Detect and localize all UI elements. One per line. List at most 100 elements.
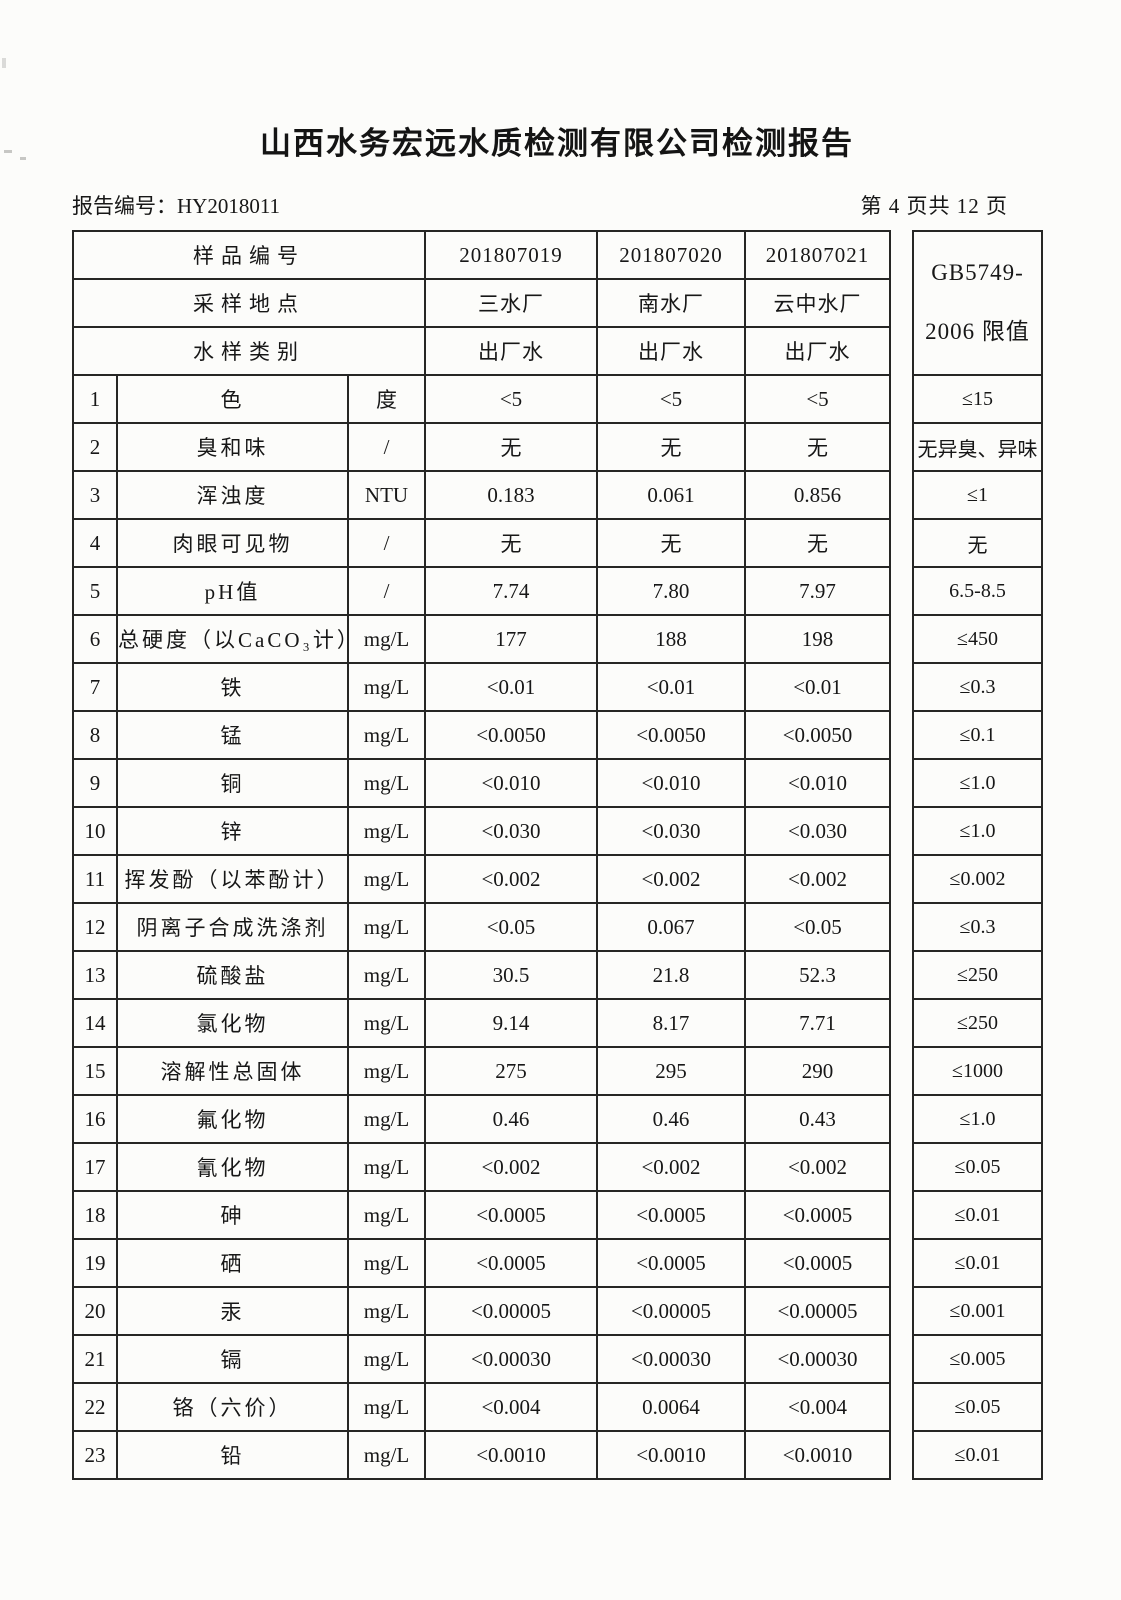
param-unit: mg/L bbox=[347, 1430, 426, 1480]
scan-artifact bbox=[4, 150, 12, 153]
value-sample1: 无 bbox=[424, 422, 598, 472]
limit-value: ≤0.001 bbox=[914, 1288, 1041, 1336]
row-number: 2 bbox=[72, 422, 118, 472]
value-sample1: <0.00005 bbox=[424, 1286, 598, 1336]
param-name: 镉 bbox=[116, 1334, 349, 1384]
value-sample1: <0.01 bbox=[424, 662, 598, 712]
table-row: 6 总硬度（以CaCO₃计） mg/L 177 188 198 bbox=[72, 614, 891, 664]
value-sample2: 295 bbox=[596, 1046, 746, 1096]
value-sample2: <0.002 bbox=[596, 1142, 746, 1192]
param-name: 砷 bbox=[116, 1190, 349, 1240]
value-sample2: <0.00030 bbox=[596, 1334, 746, 1384]
sample-id-3: 201807021 bbox=[744, 230, 891, 280]
header-row-sample-type: 水样类别 出厂水 出厂水 出厂水 bbox=[72, 326, 891, 376]
param-name: 氟化物 bbox=[116, 1094, 349, 1144]
param-unit: mg/L bbox=[347, 614, 426, 664]
param-name: 溶解性总固体 bbox=[116, 1046, 349, 1096]
value-sample3: <0.002 bbox=[744, 854, 891, 904]
param-unit: mg/L bbox=[347, 1046, 426, 1096]
value-sample1: <0.05 bbox=[424, 902, 598, 952]
table-row: 16 氟化物 mg/L 0.46 0.46 0.43 bbox=[72, 1094, 891, 1144]
limit-value: ≤0.3 bbox=[914, 904, 1041, 952]
value-sample3: <5 bbox=[744, 374, 891, 424]
limit-column-body: ≤15 无异臭、异味 ≤1 无 6.5-8.5 ≤450 ≤0.3 ≤0.1 ≤1.0 ≤1.0 ≤… bbox=[914, 376, 1041, 1478]
value-sample3: <0.030 bbox=[744, 806, 891, 856]
limit-value: ≤0.05 bbox=[914, 1384, 1041, 1432]
table-row: 7 铁 mg/L <0.01 <0.01 <0.01 bbox=[72, 662, 891, 712]
value-sample1: <0.002 bbox=[424, 854, 598, 904]
row-number: 9 bbox=[72, 758, 118, 808]
value-sample1: <0.004 bbox=[424, 1382, 598, 1432]
param-unit: mg/L bbox=[347, 1334, 426, 1384]
value-sample3: 52.3 bbox=[744, 950, 891, 1000]
value-sample2: <0.00005 bbox=[596, 1286, 746, 1336]
param-unit: mg/L bbox=[347, 710, 426, 760]
param-name: 浑浊度 bbox=[116, 470, 349, 520]
table-row: 9 铜 mg/L <0.010 <0.010 <0.010 bbox=[72, 758, 891, 808]
param-unit: mg/L bbox=[347, 758, 426, 808]
limit-value: ≤250 bbox=[914, 1000, 1041, 1048]
row-number: 15 bbox=[72, 1046, 118, 1096]
param-name: pH值 bbox=[116, 566, 349, 616]
sample-id-1: 201807019 bbox=[424, 230, 598, 280]
value-sample3: 无 bbox=[744, 422, 891, 472]
param-unit: mg/L bbox=[347, 854, 426, 904]
param-unit: / bbox=[347, 566, 426, 616]
limit-value: ≤0.3 bbox=[914, 664, 1041, 712]
value-sample1: 275 bbox=[424, 1046, 598, 1096]
value-sample1: 9.14 bbox=[424, 998, 598, 1048]
value-sample3: <0.05 bbox=[744, 902, 891, 952]
sample-location-2: 南水厂 bbox=[596, 278, 746, 328]
header-label-sample-location: 采样地点 bbox=[72, 278, 426, 328]
limit-value: 无 bbox=[914, 520, 1041, 568]
report-number-value: HY2018011 bbox=[177, 194, 281, 218]
main-table: 样品编号 201807019 201807020 201807021 采样地点 … bbox=[72, 230, 891, 1480]
value-sample2: 7.80 bbox=[596, 566, 746, 616]
scan-artifact bbox=[20, 157, 26, 160]
value-sample3: <0.002 bbox=[744, 1142, 891, 1192]
row-number: 16 bbox=[72, 1094, 118, 1144]
header-label-sample-id: 样品编号 bbox=[72, 230, 426, 280]
limit-value: ≤1000 bbox=[914, 1048, 1041, 1096]
report-number-label: 报告编号： bbox=[72, 194, 177, 218]
value-sample1: <0.00030 bbox=[424, 1334, 598, 1384]
param-name: 铁 bbox=[116, 662, 349, 712]
value-sample2: 0.0064 bbox=[596, 1382, 746, 1432]
value-sample3: 290 bbox=[744, 1046, 891, 1096]
sample-type-3: 出厂水 bbox=[744, 326, 891, 376]
limit-value: ≤0.01 bbox=[914, 1192, 1041, 1240]
param-name: 色 bbox=[116, 374, 349, 424]
value-sample1: <0.030 bbox=[424, 806, 598, 856]
limit-header-line2: 2006 限值 bbox=[925, 319, 1030, 344]
limit-value: ≤1 bbox=[914, 472, 1041, 520]
report-meta: 报告编号：HY2018011 第 4 页共 12 页 bbox=[72, 190, 1042, 220]
value-sample1: 30.5 bbox=[424, 950, 598, 1000]
row-number: 3 bbox=[72, 470, 118, 520]
param-name: 氰化物 bbox=[116, 1142, 349, 1192]
value-sample2: <0.030 bbox=[596, 806, 746, 856]
param-unit: NTU bbox=[347, 470, 426, 520]
row-number: 12 bbox=[72, 902, 118, 952]
row-number: 17 bbox=[72, 1142, 118, 1192]
param-unit: / bbox=[347, 422, 426, 472]
param-unit: 度 bbox=[347, 374, 426, 424]
value-sample2: 0.46 bbox=[596, 1094, 746, 1144]
table-row: 22 铬（六价） mg/L <0.004 0.0064 <0.004 bbox=[72, 1382, 891, 1432]
table-row: 12 阴离子合成洗涤剂 mg/L <0.05 0.067 <0.05 bbox=[72, 902, 891, 952]
row-number: 21 bbox=[72, 1334, 118, 1384]
value-sample2: 188 bbox=[596, 614, 746, 664]
page-indicator: 第 4 页共 12 页 bbox=[860, 194, 1008, 218]
param-name: 硒 bbox=[116, 1238, 349, 1288]
table-row: 15 溶解性总固体 mg/L 275 295 290 bbox=[72, 1046, 891, 1096]
row-number: 22 bbox=[72, 1382, 118, 1432]
row-number: 23 bbox=[72, 1430, 118, 1480]
param-unit: mg/L bbox=[347, 1190, 426, 1240]
limit-value: ≤0.002 bbox=[914, 856, 1041, 904]
table-row: 21 镉 mg/L <0.00030 <0.00030 <0.00030 bbox=[72, 1334, 891, 1384]
limit-value: ≤450 bbox=[914, 616, 1041, 664]
header-label-sample-type: 水样类别 bbox=[72, 326, 426, 376]
param-name: 锌 bbox=[116, 806, 349, 856]
table-row: 2 臭和味 / 无无无 bbox=[72, 422, 891, 472]
param-name: 总硬度（以CaCO₃计） bbox=[116, 614, 349, 664]
row-number: 7 bbox=[72, 662, 118, 712]
